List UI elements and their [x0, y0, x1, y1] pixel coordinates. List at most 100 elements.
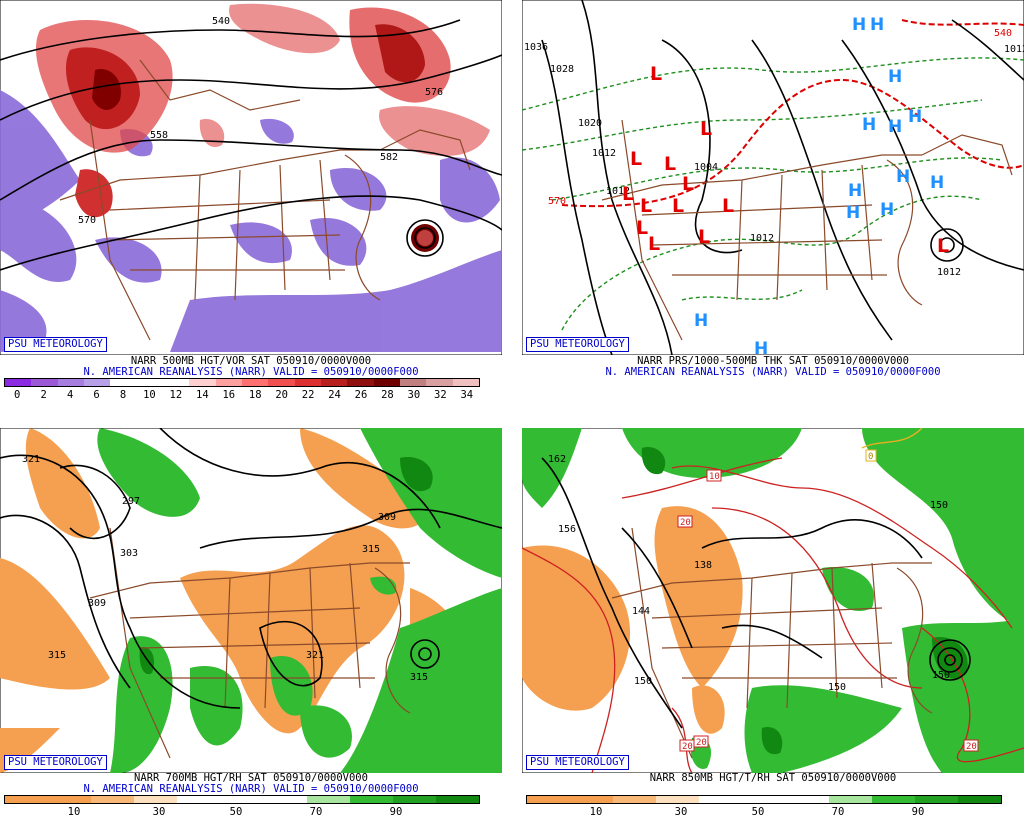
scale-segment — [392, 796, 436, 803]
rh-scale-labels: 10 30 50 70 90 — [526, 806, 1002, 818]
scale-label: 14 — [196, 389, 209, 401]
low-pressure-markers: L L L L L L L L L L L L L — [622, 63, 949, 257]
scale-label: 6 — [93, 389, 100, 401]
high-icon: H — [848, 181, 862, 201]
scale-label: 50 — [751, 806, 765, 818]
psu-meteorology-badge: PSU METEOROLOGY — [4, 337, 107, 352]
scale-segment — [294, 379, 321, 386]
scale-segment — [699, 796, 743, 803]
pressure-label: 1036 — [524, 42, 548, 53]
scale-segment — [91, 796, 135, 803]
scale-segment — [110, 379, 137, 386]
high-icon: H — [888, 67, 902, 87]
scale-segment — [426, 379, 453, 386]
map-subtitle: N. AMERICAN REANALYSIS (NARR) VALID = 05… — [83, 366, 419, 378]
height-label: 156 — [558, 524, 576, 535]
freezing-contour — [861, 428, 923, 449]
scale-segment — [656, 796, 700, 803]
scale-segment — [957, 796, 1002, 803]
scale-segment — [83, 379, 111, 386]
low-icon: L — [700, 118, 712, 140]
scale-segment — [527, 796, 571, 803]
high-icon: H — [930, 173, 944, 193]
scale-label: 8 — [119, 389, 127, 401]
height-label: 315 — [362, 544, 380, 555]
scale-label: 12 — [169, 389, 183, 401]
scale-label: 18 — [248, 389, 262, 401]
panel-700mb-rh: 321 297 303 309 315 309 315 321 315 PSU … — [0, 428, 502, 819]
height-contours — [0, 19, 502, 271]
high-icon: H — [888, 117, 902, 137]
pressure-contours — [541, 0, 1024, 355]
temperature-label: 20 — [696, 738, 707, 748]
map-title: NARR 500MB HGT/VOR SAT 050910/0000V000 — [130, 355, 372, 367]
pressure-label: 1028 — [550, 64, 574, 75]
thickness-key-lines — [561, 19, 1024, 208]
moist-areas — [97, 428, 502, 773]
scale-label: 2 — [40, 389, 47, 401]
scale-label: 90 — [911, 806, 925, 818]
vorticity-color-scale — [4, 378, 480, 387]
contour-label: 570 — [78, 215, 96, 226]
low-icon: L — [648, 233, 660, 255]
height-label: 144 — [632, 606, 650, 617]
height-label: 309 — [88, 598, 106, 609]
psu-meteorology-badge: PSU METEOROLOGY — [4, 755, 107, 770]
scale-segment — [177, 796, 221, 803]
rh-scale-labels: 10 30 50 70 90 — [4, 806, 480, 818]
panel-pressure-thickness: 1036 1028 1020 1012 1004 1012 1012 1012 … — [522, 0, 1024, 402]
low-icon: L — [672, 195, 684, 217]
scale-label: 50 — [229, 806, 243, 818]
scale-segment — [268, 379, 295, 386]
scale-segment — [320, 379, 348, 386]
scale-label: 22 — [301, 389, 315, 401]
scale-label: 32 — [434, 389, 447, 401]
low-icon: L — [640, 195, 652, 217]
contour-label: 576 — [425, 87, 443, 98]
contour-label: 540 — [212, 16, 230, 27]
scale-label: 34 — [460, 389, 474, 401]
height-label: 138 — [694, 560, 712, 571]
scale-segment — [136, 379, 163, 386]
height-label: 321 — [306, 650, 324, 661]
thickness-contours — [522, 57, 1024, 331]
height-contours — [0, 428, 502, 709]
thickness-label: 570 — [548, 196, 566, 207]
scale-label: 24 — [328, 389, 341, 401]
contour-label: 558 — [150, 130, 168, 141]
rh-color-scale — [526, 795, 1002, 804]
high-icon: H — [694, 311, 708, 331]
map-title: NARR PRS/1000-500MB THK SAT 050910/0000V… — [637, 355, 909, 367]
height-label: 150 — [634, 676, 652, 687]
pressure-label: 1004 — [694, 162, 718, 173]
scale-label: 90 — [389, 806, 403, 818]
temperature-label: 20 — [680, 518, 691, 528]
low-icon: L — [937, 235, 949, 257]
scale-label: 70 — [831, 806, 845, 818]
low-icon: L — [622, 183, 634, 205]
psu-meteorology-badge: PSU METEOROLOGY — [526, 337, 629, 352]
pressure-label: 1020 — [578, 118, 602, 129]
scale-label: 10 — [143, 389, 156, 401]
map-borders — [601, 119, 1013, 341]
scale-segment — [162, 379, 190, 386]
rh-color-scale — [4, 795, 480, 804]
moist-areas — [522, 428, 1024, 773]
scale-label: 28 — [381, 389, 394, 401]
scale-segment — [914, 796, 958, 803]
scale-label: 26 — [354, 389, 368, 401]
map-subtitle: N. AMERICAN REANALYSIS (NARR) VALID = 05… — [83, 783, 419, 795]
map-title: NARR 700MB HGT/RH SAT 050910/0000V000 — [134, 772, 368, 784]
map-borders — [611, 527, 933, 759]
temperature-label: 0 — [868, 452, 873, 462]
scale-segment — [435, 796, 480, 803]
height-label: 150 — [828, 682, 846, 693]
scale-segment — [241, 379, 269, 386]
height-label: 150 — [932, 670, 950, 681]
map-subtitle: N. AMERICAN REANALYSIS (NARR) VALID = 05… — [605, 366, 941, 378]
low-icon: L — [630, 148, 642, 170]
panel-500mb-vorticity: 558 570 582 576 540 PSU METEOROLOGY NARR… — [0, 0, 502, 402]
scale-segment — [5, 796, 49, 803]
temperature-label: 20 — [966, 742, 977, 752]
scale-segment — [31, 379, 58, 386]
